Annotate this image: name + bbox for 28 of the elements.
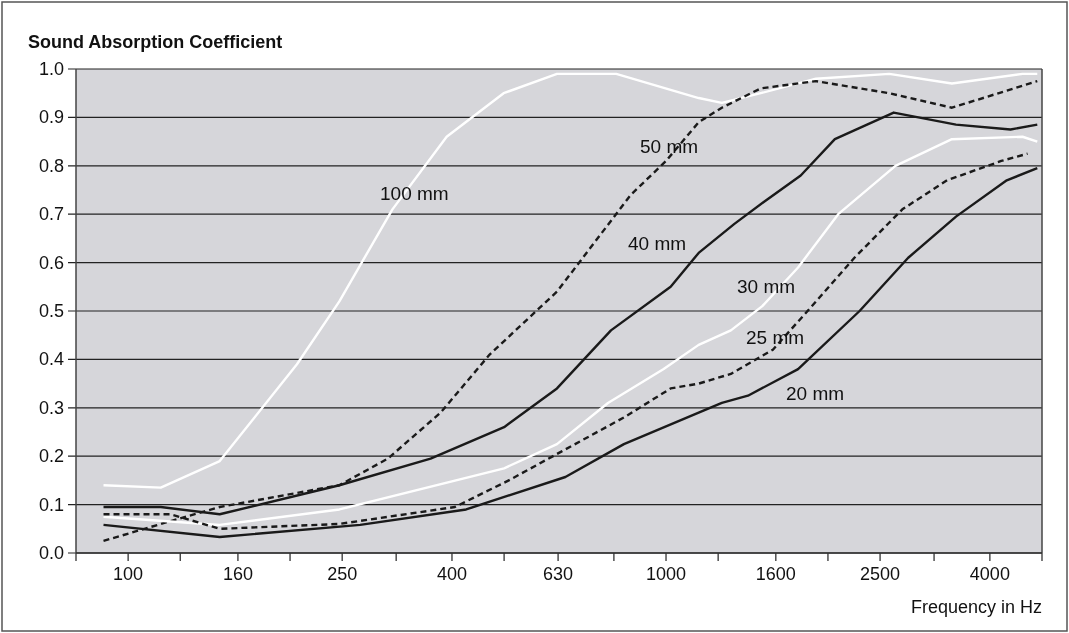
x-tick-label: 630 [543,564,574,584]
y-tick-label: 0.2 [38,446,64,467]
y-tick-label: 1.0 [38,59,64,79]
series-label: 40 mm [628,233,687,254]
y-tick-label: 0.8 [38,155,64,176]
y-tick-label: 0.6 [38,252,64,273]
x-axis-title: Frequency in Hz [910,597,1042,617]
y-tick-label: 0.7 [38,204,64,225]
y-tick-label: 0.4 [38,349,64,370]
y-tick-label: 0.5 [38,301,64,321]
series-label: 30 mm [737,276,796,297]
x-tick-label: 400 [436,564,467,584]
series-label: 100 mm [380,183,449,204]
x-tick-label: 250 [327,564,358,584]
x-tick-label: 100 [113,564,144,584]
x-tick-label: 4000 [969,564,1010,584]
x-tick-label: 2500 [860,564,901,584]
y-tick-label: 0.3 [38,397,64,418]
x-tick-label: 160 [222,564,253,584]
y-axis-title: Sound Absorption Coefficient [28,32,283,52]
series-label: 20 mm [786,383,845,404]
x-tick-label: 1000 [646,564,687,584]
series-label: 25 mm [746,327,805,348]
y-tick-label: 0.1 [38,494,64,515]
y-tick-label: 0.9 [38,107,64,128]
y-tick-label: 0.0 [38,543,64,563]
x-tick-label: 1600 [755,564,796,584]
series-label: 50 mm [640,136,699,157]
